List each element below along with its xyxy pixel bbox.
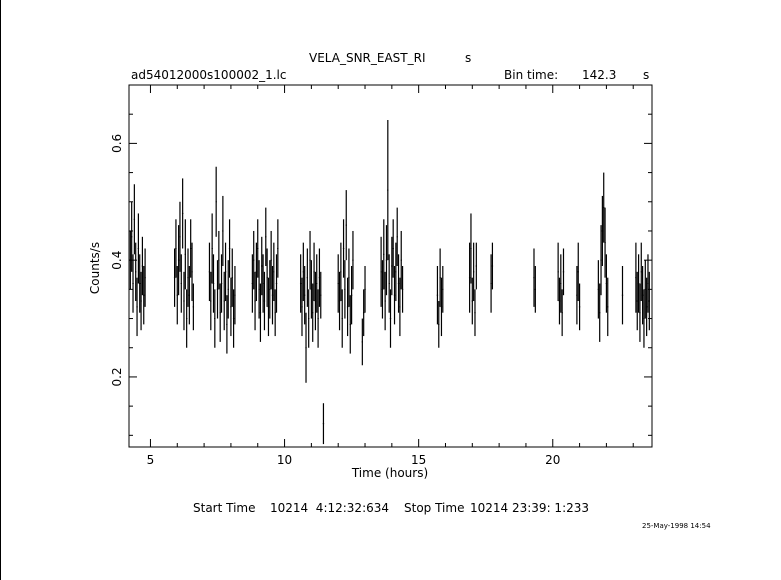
window-left-border [0,0,1,580]
y-axis-label: Counts/s [88,242,102,294]
chart-title: VELA_SNR_EAST_RI [309,51,426,65]
stop-time-label: Stop Time [404,501,465,515]
axis-tick-labels: 5 10 15 20 0.2 0.4 0.6 [110,134,560,467]
x-axis-label: Time (hours) [351,466,428,480]
lightcurve-filename: ad54012000s100002_1.lc [131,68,287,82]
y-tick-label: 0.4 [110,251,124,270]
start-time-label: Start Time [193,501,256,515]
bin-time-unit: s [643,68,650,82]
x-tick-label: 5 [147,453,155,467]
x-tick-label: 15 [411,453,426,467]
plot-frame [128,84,653,448]
error-bars [129,120,650,445]
bin-time-label: Bin time: [504,68,559,82]
axis-ticks [129,84,652,447]
x-tick-label: 10 [277,453,292,467]
stop-time-value: 10214 23:39: 1:233 [470,501,590,515]
chart-title-suffix: s [465,51,472,65]
x-tick-label: 20 [545,453,560,467]
plot-timestamp: 25-May-1998 14:54 [642,522,711,530]
y-tick-label: 0.6 [110,134,124,153]
y-tick-label: 0.2 [110,367,124,386]
start-time-value: 10214 4:12:32:634 [270,501,390,515]
bin-time-value: 142.3 [582,68,617,82]
